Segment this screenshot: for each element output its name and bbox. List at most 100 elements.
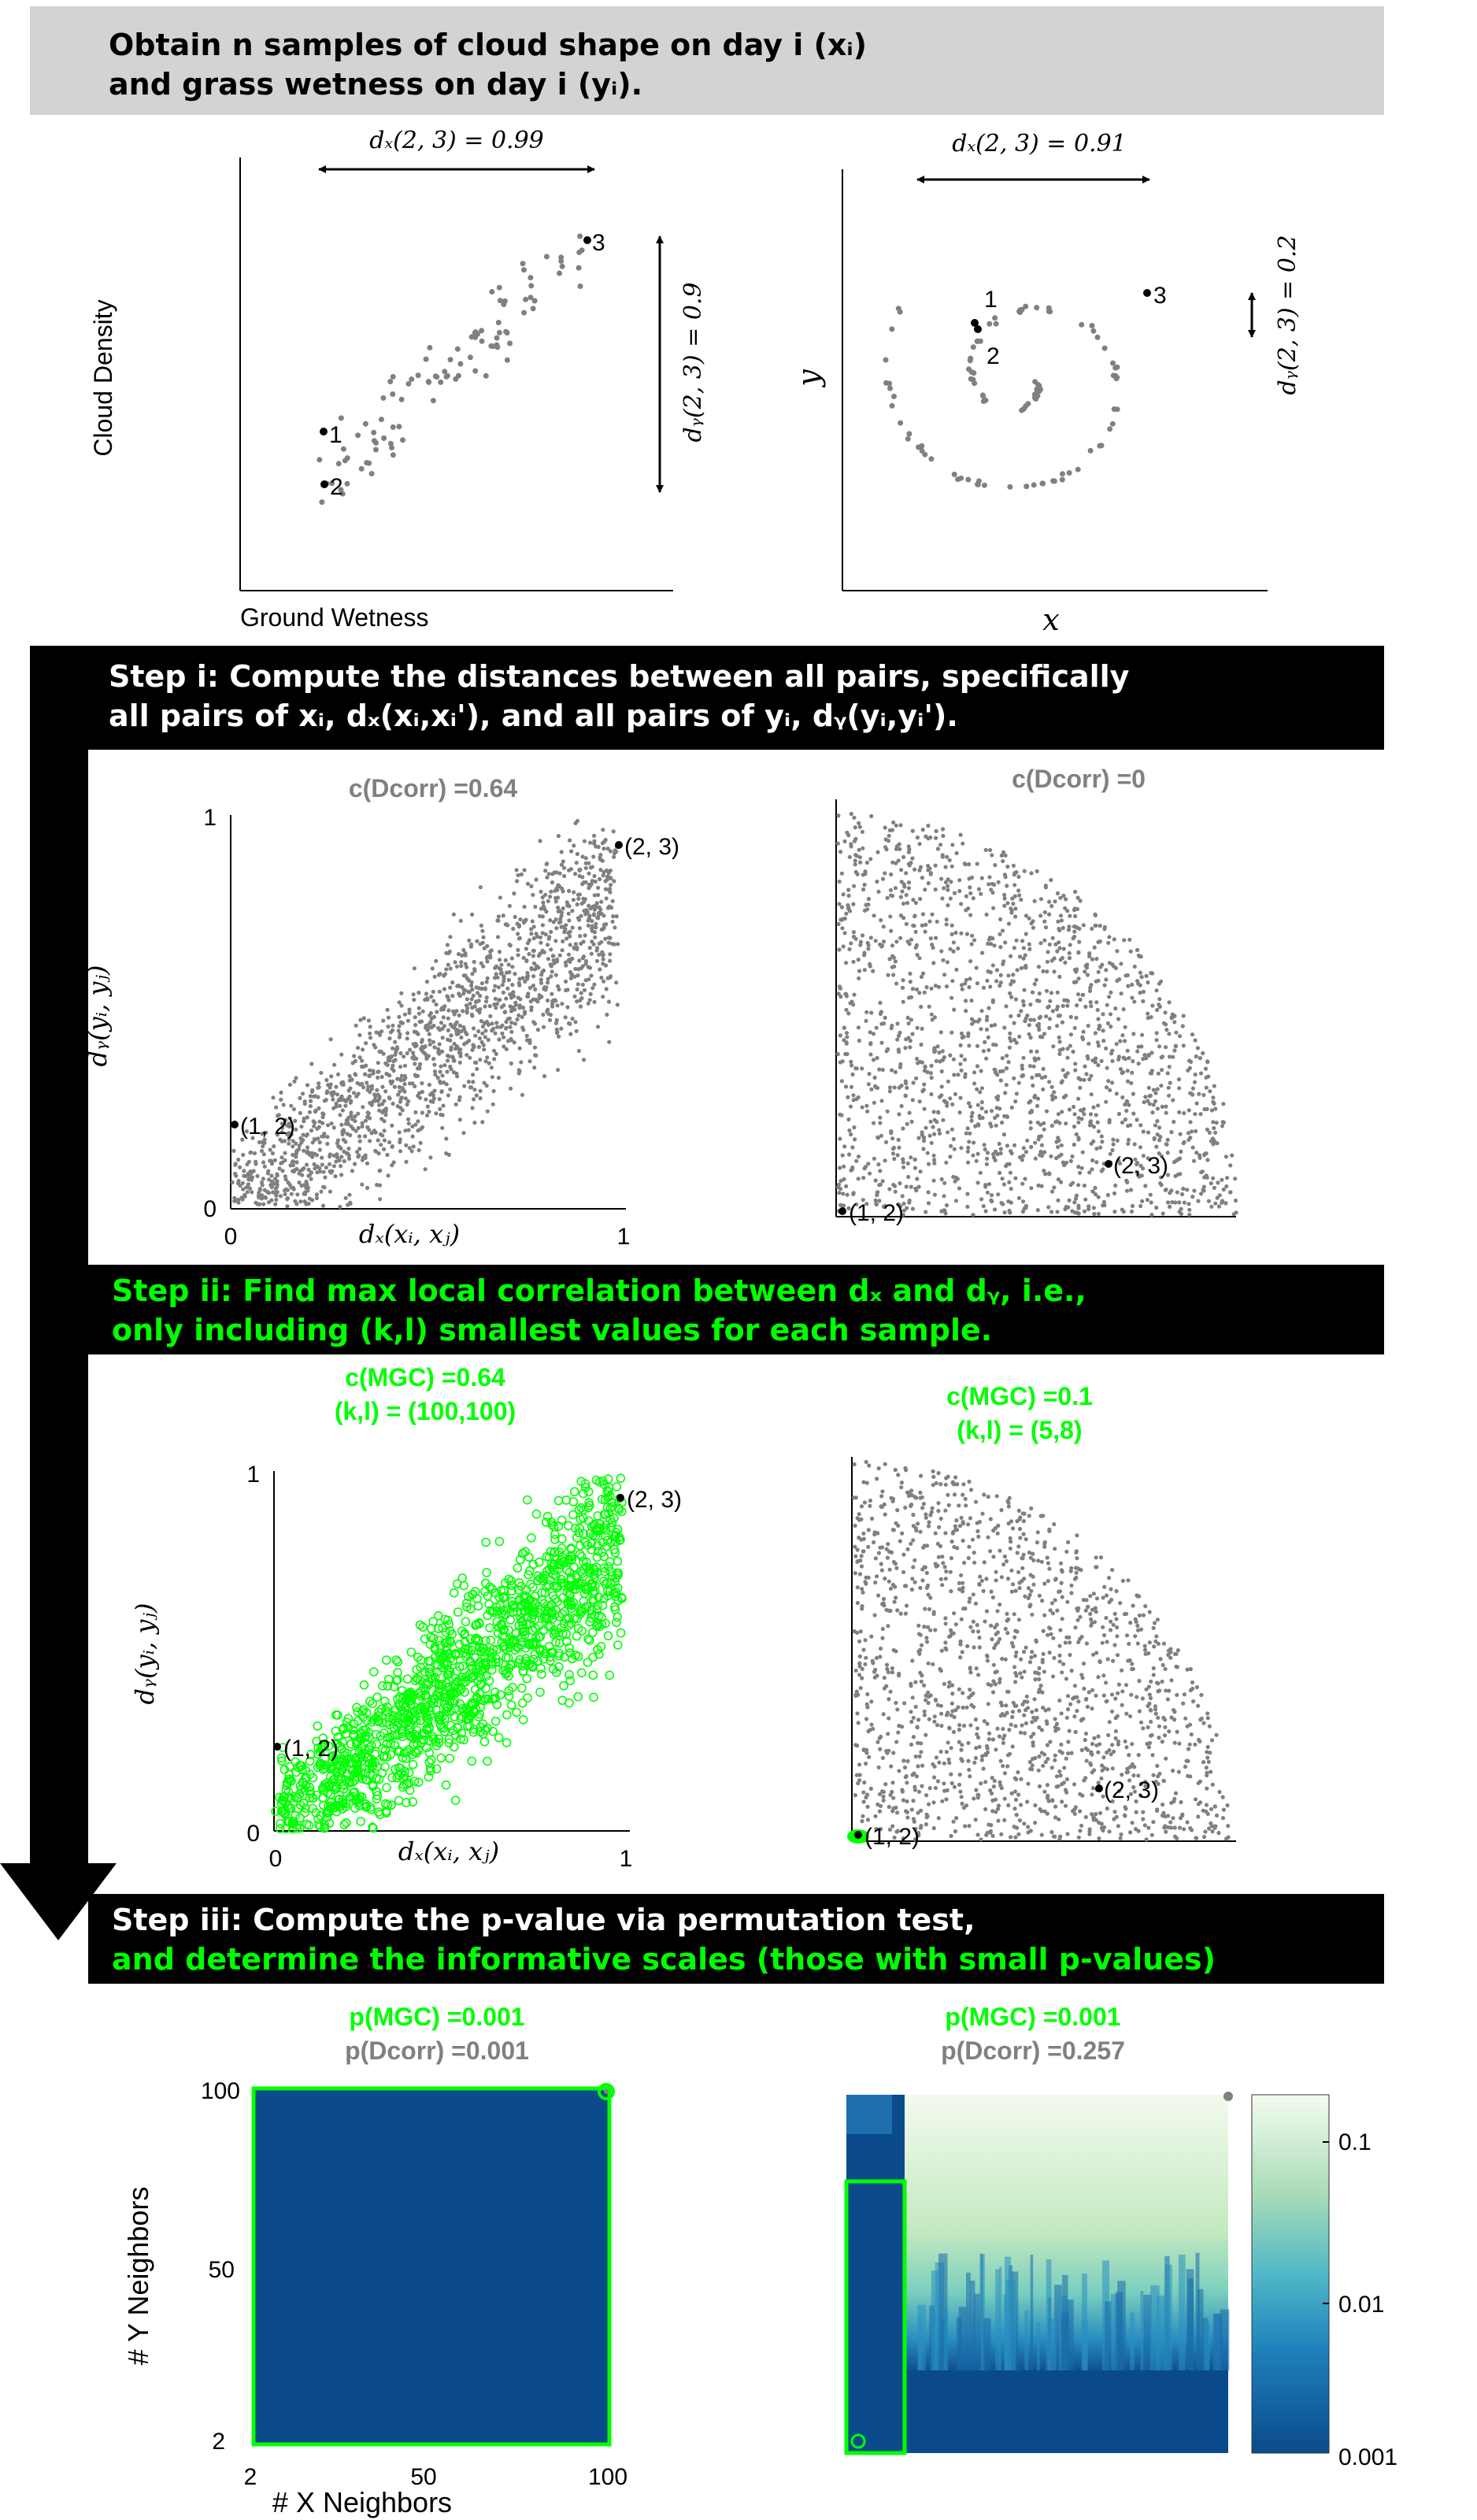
scatter-point bbox=[530, 1650, 540, 1659]
scatter-point bbox=[1234, 1210, 1238, 1215]
scatter-point bbox=[550, 1535, 560, 1544]
scatter-point bbox=[595, 1025, 601, 1029]
scatter-point bbox=[613, 1556, 623, 1566]
scatter-point bbox=[575, 999, 579, 1004]
scatter-point bbox=[1157, 1044, 1162, 1049]
scatter-point bbox=[398, 1782, 408, 1792]
scatter-point bbox=[334, 1795, 343, 1805]
scatter-point bbox=[916, 1136, 921, 1140]
scatter-point bbox=[513, 1021, 518, 1026]
scatter-point bbox=[504, 357, 510, 363]
scatter-point bbox=[914, 1076, 919, 1080]
scatter-point bbox=[944, 922, 949, 927]
scatter-point bbox=[542, 1582, 552, 1592]
scatter-point bbox=[415, 1031, 420, 1036]
scatter-point bbox=[1043, 1074, 1048, 1079]
scatter-point bbox=[603, 1474, 613, 1484]
scatter-point bbox=[300, 1173, 305, 1177]
scatter-point bbox=[393, 1058, 398, 1062]
scatter-point bbox=[420, 1690, 431, 1700]
scatter-point bbox=[517, 936, 522, 940]
scatter-point bbox=[233, 1162, 238, 1166]
scatter-point bbox=[979, 1197, 984, 1202]
scatter-point bbox=[1085, 1054, 1090, 1058]
scatter-point bbox=[365, 1110, 370, 1115]
scatter-point bbox=[538, 839, 542, 843]
scatter-point bbox=[557, 1629, 568, 1639]
scatter-point bbox=[998, 973, 1003, 977]
scatter-point bbox=[1164, 1756, 1168, 1761]
scatter-point bbox=[429, 1695, 439, 1704]
scatter-point bbox=[400, 1713, 409, 1723]
scatter-point bbox=[1047, 1025, 1052, 1030]
scatter-point bbox=[857, 847, 861, 852]
scatter-point bbox=[476, 991, 480, 995]
scatter-point bbox=[1005, 901, 1010, 906]
scatter-point bbox=[346, 1147, 351, 1151]
x-tick: 1 bbox=[617, 1224, 631, 1250]
scatter-point bbox=[944, 917, 949, 922]
scatter-point bbox=[272, 1158, 277, 1162]
scatter-point bbox=[450, 980, 455, 985]
scatter-point bbox=[1035, 1120, 1040, 1125]
scatter-point bbox=[274, 1197, 279, 1203]
scatter-point bbox=[602, 869, 606, 874]
scatter-point bbox=[467, 1756, 477, 1766]
scatter-point bbox=[386, 1015, 391, 1020]
scatter-point bbox=[856, 1154, 861, 1159]
scatter-point bbox=[952, 891, 957, 895]
scatter-point bbox=[1169, 1188, 1174, 1193]
scatter-point bbox=[975, 1151, 980, 1156]
scatter-point bbox=[972, 380, 978, 387]
scatter-point bbox=[516, 995, 520, 1000]
scatter-point bbox=[516, 1683, 527, 1693]
scatter-point bbox=[842, 1144, 847, 1149]
scatter-point bbox=[1094, 1147, 1099, 1151]
scatter-point bbox=[473, 1033, 478, 1038]
scatter-point bbox=[294, 1076, 298, 1080]
scatter-point bbox=[1171, 1098, 1175, 1102]
scatter-point bbox=[1028, 1120, 1033, 1125]
scatter-point bbox=[347, 1078, 352, 1083]
scatter-point bbox=[555, 1003, 560, 1008]
scatter-point bbox=[566, 1544, 576, 1555]
scatter-point bbox=[857, 855, 862, 860]
scatter-point bbox=[1061, 947, 1066, 951]
scatter-point bbox=[528, 1601, 537, 1611]
scatter-point bbox=[916, 1184, 921, 1189]
scatter-point bbox=[295, 1760, 305, 1770]
scatter-point bbox=[478, 1088, 483, 1093]
scatter-point bbox=[1113, 1006, 1118, 1011]
scatter-point bbox=[1095, 1007, 1100, 1013]
scatter-point bbox=[487, 1584, 497, 1594]
scatter-point bbox=[339, 1164, 343, 1169]
scatter-point bbox=[885, 1109, 890, 1114]
scatter-point bbox=[507, 340, 513, 346]
scatter-point bbox=[1099, 1058, 1104, 1063]
scatter-point bbox=[379, 1143, 383, 1147]
scatter-point bbox=[1190, 1086, 1195, 1091]
scatter-point bbox=[1055, 891, 1061, 895]
scatter-point bbox=[1174, 1030, 1179, 1035]
scatter-point bbox=[437, 1051, 442, 1056]
scatter-point bbox=[532, 1045, 538, 1050]
scatter-point bbox=[986, 941, 990, 946]
scatter-point bbox=[1094, 1160, 1099, 1165]
scatter-point bbox=[592, 1552, 602, 1562]
scatter-point bbox=[896, 1202, 901, 1206]
scatter-point bbox=[590, 1569, 599, 1580]
scatter-point bbox=[283, 1174, 287, 1179]
scatter-point bbox=[1107, 995, 1112, 999]
scatter-point bbox=[964, 932, 969, 936]
scatter-point bbox=[962, 1058, 968, 1062]
scatter-point bbox=[599, 899, 604, 904]
scatter-point bbox=[405, 1018, 411, 1023]
scatter-point bbox=[378, 1168, 383, 1173]
scatter-point bbox=[912, 914, 917, 918]
scatter-point bbox=[413, 1023, 418, 1028]
scatter-point bbox=[429, 995, 434, 999]
scatter-point bbox=[895, 1153, 900, 1158]
scatter-point bbox=[837, 947, 842, 952]
scatter-point bbox=[598, 1600, 608, 1610]
scatter-point bbox=[1146, 1052, 1151, 1058]
